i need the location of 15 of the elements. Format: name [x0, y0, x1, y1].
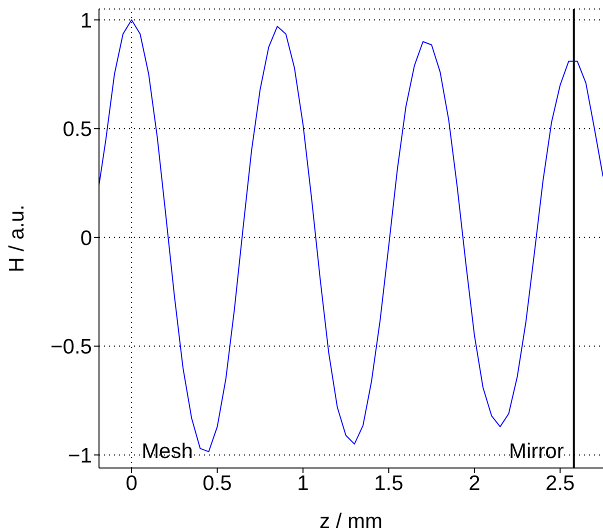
x-tick-label: 0: [126, 472, 138, 495]
y-tick-label: −1: [68, 444, 92, 468]
y-axis-title: H / a.u.: [5, 204, 28, 272]
x-tick-label: 1: [297, 472, 309, 495]
x-tick-label: 0.5: [202, 472, 232, 495]
x-tick-label: 2.5: [546, 472, 575, 495]
x-axis-title: z / mm: [320, 510, 382, 531]
ref-line-label: Mesh: [142, 440, 193, 463]
y-tick-label: 0: [80, 226, 92, 250]
x-tick-label: 1.5: [374, 472, 404, 495]
ref-line-label: Mirror: [509, 440, 564, 463]
x-tick-label: 2: [468, 472, 480, 495]
y-tick-label: 1: [80, 9, 92, 32]
y-tick-label: 0.5: [62, 118, 92, 142]
y-tick-label: −0.5: [50, 336, 92, 359]
